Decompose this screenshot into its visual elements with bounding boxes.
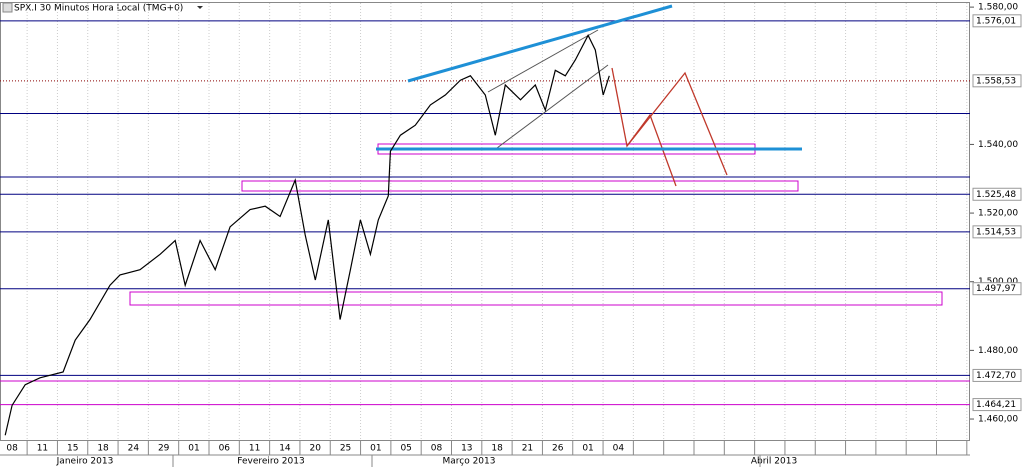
x-tick-label: 26 bbox=[552, 444, 564, 454]
projection bbox=[626, 113, 677, 187]
level-box bbox=[972, 14, 1022, 28]
x-tick-label: 01 bbox=[370, 444, 381, 454]
x-tick-label: 13 bbox=[461, 444, 472, 454]
level-label: 1.558,53 bbox=[976, 76, 1016, 86]
y-tick-label: 1.480,00 bbox=[978, 346, 1018, 356]
level-box bbox=[972, 398, 1022, 412]
level-label: 1.497,97 bbox=[976, 284, 1016, 294]
x-tick-label: 24 bbox=[128, 444, 140, 454]
level-label: 1.472,70 bbox=[976, 371, 1016, 381]
x-tick-label: 04 bbox=[613, 444, 625, 454]
y-tick-label: 1.460,00 bbox=[978, 415, 1018, 425]
x-tick-label: 25 bbox=[340, 444, 351, 454]
y-tick-label: 1.540,00 bbox=[978, 140, 1018, 150]
level-label: 1.514,53 bbox=[976, 227, 1016, 237]
x-tick-label: 20 bbox=[310, 444, 322, 454]
level-box bbox=[972, 368, 1022, 382]
level-label: 1.576,01 bbox=[976, 16, 1016, 26]
level-label: 1.525,48 bbox=[976, 190, 1016, 200]
x-tick-label: 06 bbox=[219, 444, 231, 454]
month-label: Janeiro 2013 bbox=[56, 457, 114, 467]
x-tick-label: 01 bbox=[582, 444, 593, 454]
y-tick-label: 1.520,00 bbox=[978, 209, 1018, 219]
level-box bbox=[972, 74, 1022, 88]
annotations bbox=[0, 29, 970, 382]
level-box bbox=[972, 187, 1022, 201]
x-tick-label: 01 bbox=[188, 444, 199, 454]
x-tick-label: 11 bbox=[37, 444, 48, 454]
dropdown[interactable] bbox=[197, 6, 203, 9]
month-label: Março 2013 bbox=[442, 457, 495, 467]
level-label: 1.464,21 bbox=[976, 400, 1016, 410]
x-tick-label: 21 bbox=[522, 444, 533, 454]
x-tick-label: 14 bbox=[279, 444, 291, 454]
channel-line bbox=[487, 29, 599, 93]
zone-box bbox=[241, 180, 799, 192]
month-label: Abril 2013 bbox=[751, 457, 797, 467]
x-tick-label: 05 bbox=[400, 444, 411, 454]
x-tick-label: 08 bbox=[431, 444, 443, 454]
chart-icon bbox=[2, 2, 13, 13]
x-tick-label: 15 bbox=[67, 444, 78, 454]
x-tick-label: 18 bbox=[97, 444, 109, 454]
x-tick-label: 18 bbox=[491, 444, 503, 454]
y-tick-label: 1.580,00 bbox=[978, 3, 1018, 13]
trend-line bbox=[407, 4, 673, 83]
chart-title: SPX.I 30 Minutos Hora Local (TMG+0) bbox=[14, 4, 183, 14]
zone-box bbox=[129, 291, 943, 306]
plot-frame bbox=[0, 2, 970, 441]
level-box bbox=[972, 282, 1022, 296]
x-tick-label: 29 bbox=[158, 444, 170, 454]
level-box bbox=[972, 225, 1022, 239]
price-line bbox=[4, 33, 610, 436]
projection bbox=[611, 67, 728, 176]
x-tick-label: 08 bbox=[6, 444, 18, 454]
corner bbox=[970, 441, 1024, 467]
month-label: Fevereiro 2013 bbox=[237, 457, 304, 467]
x-tick-label: 11 bbox=[249, 444, 260, 454]
channel-line bbox=[496, 64, 609, 149]
